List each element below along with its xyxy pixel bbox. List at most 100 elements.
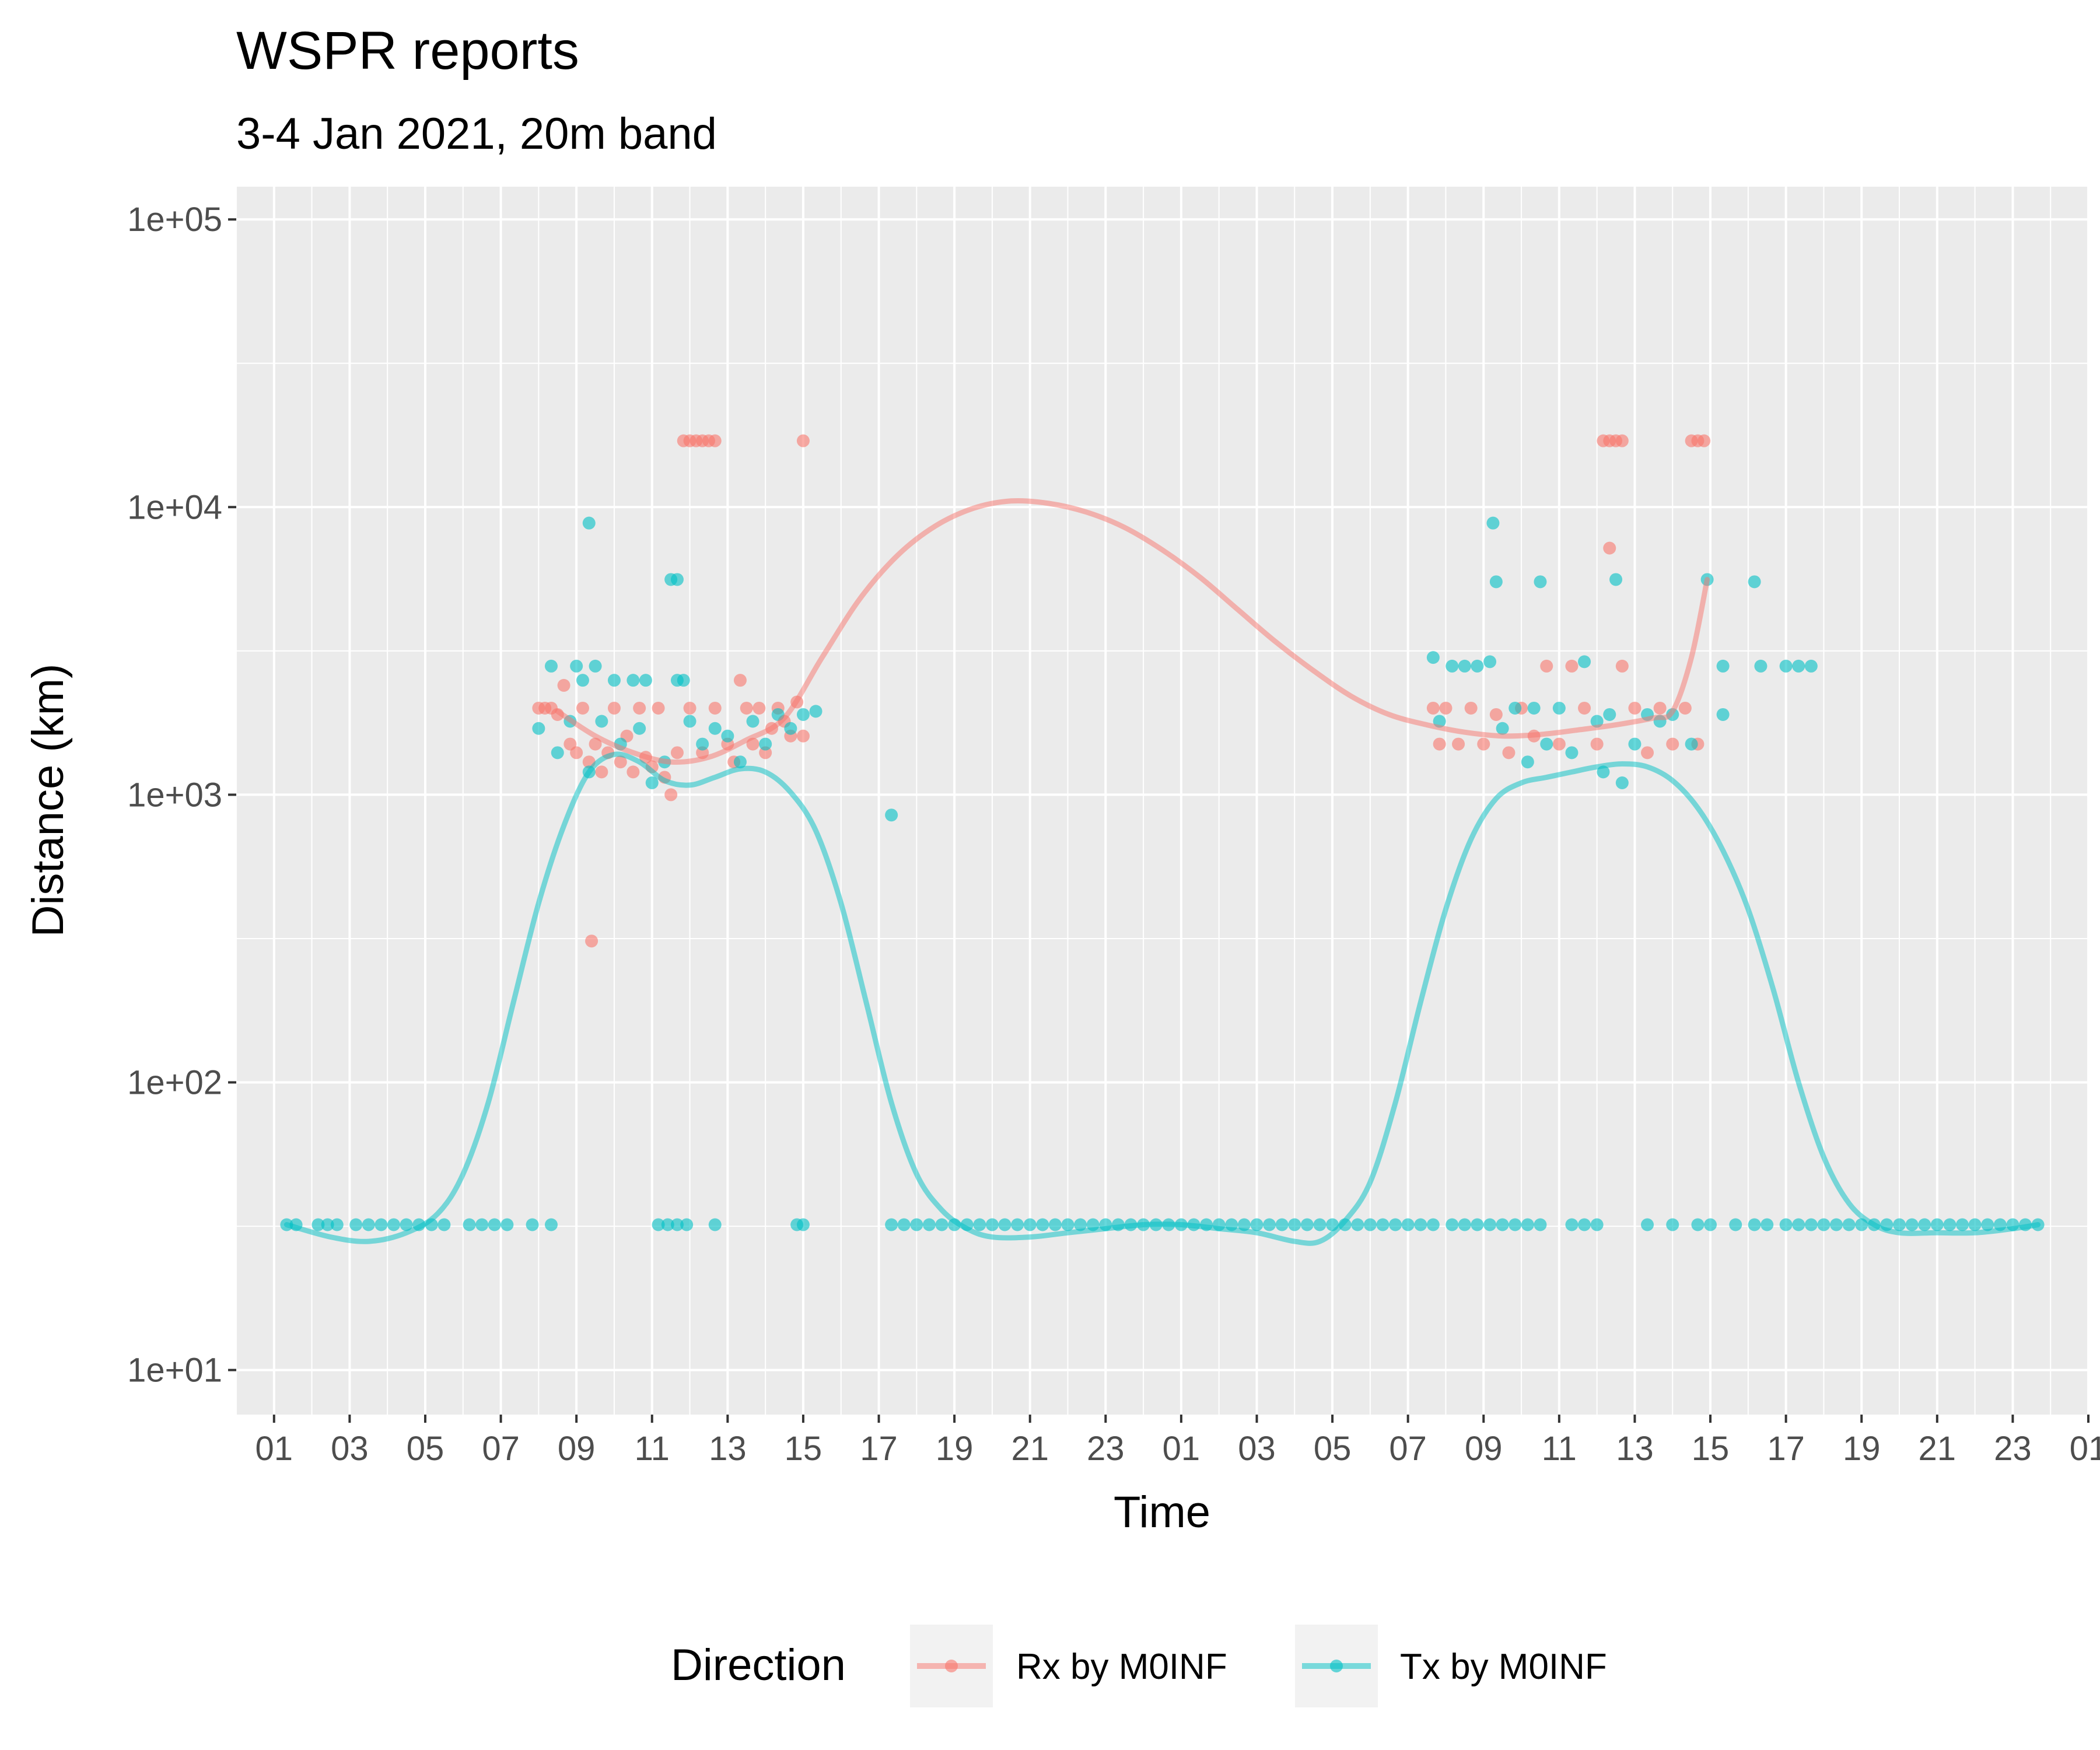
rx-point [1615, 659, 1629, 673]
rx-point [1452, 737, 1465, 751]
tx-point [1748, 1218, 1761, 1231]
rx-point [733, 674, 747, 687]
tx-point [1275, 1218, 1289, 1231]
rx-point [796, 729, 810, 743]
rx-point [1698, 434, 1711, 447]
rx-point [652, 701, 665, 715]
tx-point [1830, 1218, 1843, 1231]
tx-point [1729, 1218, 1742, 1231]
tx-point [1508, 701, 1522, 715]
rx-point [570, 746, 583, 760]
rx-point [1603, 541, 1616, 555]
x-tick-label: 05 [407, 1430, 444, 1468]
tx-point [1496, 1218, 1509, 1231]
rx-point [633, 701, 646, 715]
rx-point [796, 434, 810, 447]
tx-point [582, 516, 596, 530]
y-axis: 1e+01 1e+02 1e+03 1e+04 1e+05 [127, 201, 236, 1390]
tx-point [1363, 1218, 1377, 1231]
tx-point [1036, 1218, 1049, 1231]
legend-label-rx: Rx by M0INF [1016, 1647, 1227, 1687]
tx-point [1968, 1218, 1982, 1231]
rx-point [595, 765, 608, 779]
rx-point [1653, 701, 1667, 715]
tx-point [1483, 1218, 1497, 1231]
x-tick-label: 15 [785, 1430, 822, 1468]
legend-dot-rx [945, 1660, 958, 1672]
tx-smooth-line [284, 751, 2041, 1246]
x-tick-label: 09 [558, 1430, 596, 1468]
x-tick-label: 03 [1238, 1430, 1276, 1468]
tx-point [1704, 1218, 1717, 1231]
rx-point [1578, 701, 1591, 715]
tx-point [1540, 737, 1553, 751]
tx-point [1534, 1218, 1547, 1231]
tx-point [400, 1218, 413, 1231]
tx-point [1237, 1218, 1251, 1231]
rx-point [1464, 701, 1478, 715]
x-tick-label: 21 [1011, 1430, 1049, 1468]
tx-point [544, 1218, 558, 1231]
tx-point [1716, 659, 1730, 673]
rx-point [576, 701, 589, 715]
tx-point [1804, 1218, 1818, 1231]
tx-point [1074, 1218, 1087, 1231]
rx-point [1502, 746, 1516, 760]
tx-point [708, 722, 722, 735]
tx-point [1250, 1218, 1264, 1231]
tx-point [1956, 1218, 1969, 1231]
x-tick-label: 01 [1163, 1430, 1200, 1468]
tx-point [1061, 1218, 1074, 1231]
tx-point [1527, 701, 1541, 715]
tx-point [683, 715, 696, 728]
tx-point [526, 1218, 539, 1231]
rx-point [1439, 701, 1452, 715]
tx-point [1842, 1218, 1856, 1231]
tx-point [1760, 1218, 1774, 1231]
tx-point [1023, 1218, 1037, 1231]
tx-point [1609, 573, 1623, 586]
x-tick-label: 23 [1994, 1430, 2032, 1468]
tx-point [1716, 708, 1730, 721]
tx-point [645, 776, 659, 789]
tx-point [708, 1218, 722, 1231]
tx-point [1552, 701, 1566, 715]
tx-point [1578, 655, 1591, 668]
tx-point [312, 1218, 325, 1231]
rx-smooth-line [555, 498, 1710, 765]
x-tick-label: 03 [331, 1430, 369, 1468]
tx-point [1534, 575, 1547, 589]
minor-grid [236, 187, 2088, 1415]
tx-point [1893, 1218, 1906, 1231]
tx-point [1300, 1218, 1314, 1231]
tx-point [885, 808, 898, 822]
tx-point [1458, 1218, 1471, 1231]
x-tick-label: 01 [256, 1430, 293, 1468]
tx-point [387, 1218, 400, 1231]
tx-point [1446, 1218, 1459, 1231]
tx-point [576, 674, 589, 687]
tx-point [1691, 1218, 1704, 1231]
rx-point [626, 765, 640, 779]
tx-point [1426, 1218, 1440, 1231]
tx-point [677, 674, 690, 687]
tx-point [1590, 1218, 1604, 1231]
tx-point [1471, 1218, 1484, 1231]
tx-point [809, 705, 822, 718]
x-tick-label: 07 [1389, 1430, 1427, 1468]
tx-point [784, 722, 797, 735]
x-tick-label: 17 [860, 1430, 898, 1468]
tx-point [349, 1218, 363, 1231]
rx-point [740, 701, 753, 715]
rx-point [1628, 701, 1642, 715]
tx-point [1288, 1218, 1301, 1231]
tx-point [1792, 1218, 1805, 1231]
tx-point [661, 1218, 674, 1231]
tx-point [1313, 1218, 1326, 1231]
tx-point [1754, 659, 1768, 673]
rx-point [1552, 737, 1566, 751]
tx-point [330, 1218, 344, 1231]
tx-point [973, 1218, 986, 1231]
rx-point [1433, 737, 1446, 751]
tx-point [475, 1218, 489, 1231]
